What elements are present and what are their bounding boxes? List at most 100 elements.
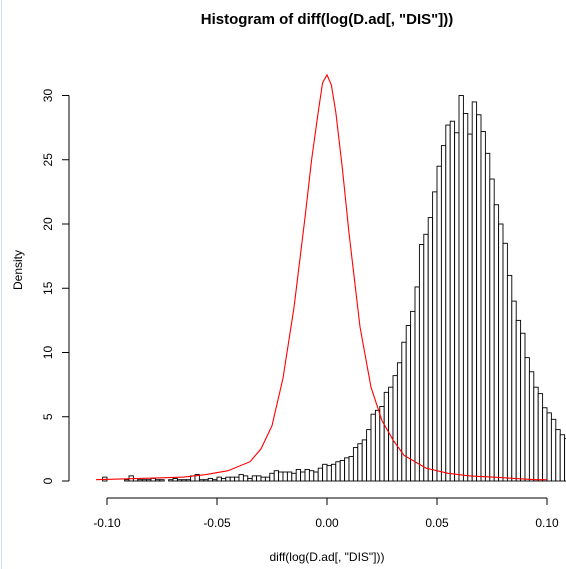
y-tick-label: 5 [41, 413, 55, 420]
density-curve [95, 73, 547, 481]
histogram-bar [220, 477, 227, 482]
histogram-bar [124, 479, 130, 482]
histogram-bar [295, 468, 302, 482]
histogram-bar [300, 471, 306, 482]
histogram-bar [462, 113, 469, 482]
histogram-bar [251, 475, 258, 482]
histogram-bar [361, 439, 368, 482]
histogram-bar [278, 471, 284, 482]
histogram-bar [440, 145, 447, 482]
y-tick-label: 30 [41, 89, 55, 103]
histogram-bar [542, 407, 548, 482]
histogram-bar [502, 242, 508, 482]
y-tick-label: 15 [41, 281, 55, 295]
chart-title: Histogram of diff(log(D.ad[, "DIS"])) [201, 11, 454, 28]
histogram-bar [546, 412, 552, 482]
y-tick-label: 25 [41, 153, 55, 167]
histogram-bar [537, 393, 544, 482]
y-tick-label: 0 [41, 477, 55, 484]
histogram-bar [176, 479, 183, 482]
histogram-bar [445, 124, 451, 482]
histogram-bar [273, 470, 280, 482]
x-tick-label: -0.10 [93, 516, 121, 530]
histogram-bar [286, 471, 293, 482]
histogram-bar [559, 434, 566, 482]
y-tick-label: 10 [41, 346, 55, 360]
histogram-bar [194, 474, 200, 482]
histogram-bar [506, 274, 513, 482]
histogram-bar [524, 357, 530, 482]
histogram-bar [480, 131, 486, 482]
histogram-bar [335, 461, 341, 482]
x-tick-label: 0.10 [535, 516, 559, 530]
histogram-bar [344, 457, 350, 482]
histogram-bar [515, 319, 522, 482]
histogram-bar [533, 386, 539, 482]
histogram-bar [476, 114, 482, 482]
x-tick-label: 0.05 [425, 516, 449, 530]
histogram-bar [410, 310, 416, 482]
histogram-bars [102, 95, 566, 482]
histogram-bar [432, 191, 438, 482]
histogram-bar [493, 204, 500, 482]
histogram-bar [498, 223, 504, 482]
histogram-bar [396, 362, 403, 482]
x-axis: -0.10 -0.05 0.00 0.05 0.10 [93, 497, 559, 530]
histogram-bar [168, 479, 174, 482]
histogram-bar [146, 479, 152, 482]
histogram-bar [317, 467, 324, 482]
histogram-bar [216, 476, 222, 482]
histogram-bar [555, 429, 561, 482]
histogram-bar [141, 479, 148, 482]
histogram-bar [198, 479, 205, 482]
histogram-bar [423, 233, 429, 482]
histogram-bar [137, 479, 143, 482]
histogram-bar [528, 371, 535, 482]
histogram-bar [489, 178, 495, 482]
histogram-bar [291, 472, 297, 482]
x-tick-label: -0.05 [203, 516, 231, 530]
histogram-bar [458, 95, 464, 482]
histogram-bar [238, 474, 244, 482]
histogram-bar [260, 476, 266, 482]
histogram-bar [366, 429, 372, 482]
histogram-bar [374, 409, 381, 482]
histogram-bar [326, 465, 332, 482]
histogram-bar [339, 459, 346, 482]
histogram-bar [418, 244, 425, 482]
histogram-bar [322, 463, 328, 482]
y-tick-label: 20 [41, 217, 55, 231]
histogram-bar [172, 477, 178, 482]
histogram-bar [304, 468, 310, 482]
histogram-bar [264, 476, 271, 482]
histogram-bar [449, 120, 456, 482]
histogram-bar [150, 477, 156, 482]
histogram-bar [159, 479, 165, 482]
histogram-bar [234, 476, 240, 482]
histogram-bar [242, 475, 249, 482]
histogram-bar [229, 476, 236, 482]
histogram-bar [313, 471, 319, 482]
histogram-bar [436, 165, 442, 482]
histogram-bar [225, 476, 231, 482]
histogram-bar [181, 479, 187, 482]
histogram-bar [471, 101, 478, 482]
histogram-bar [154, 479, 161, 482]
window-edge [1, 0, 2, 569]
histogram-bar [269, 472, 275, 482]
histogram-bar [348, 456, 354, 482]
histogram-bar [330, 463, 337, 482]
histogram-bar [203, 479, 209, 482]
histogram-bar [370, 413, 376, 482]
histogram-bar [247, 477, 253, 482]
histogram-bar [414, 286, 420, 482]
histogram-bar [564, 438, 566, 482]
histogram-bar [212, 479, 218, 482]
density-curve-layer [95, 73, 547, 481]
histogram-bar [392, 375, 398, 482]
histogram-bar [308, 470, 315, 482]
histogram-bar [550, 418, 557, 482]
x-axis-label: diff(log(D.ad[, "DIS"])) [270, 550, 385, 564]
histogram-bar [467, 133, 473, 482]
